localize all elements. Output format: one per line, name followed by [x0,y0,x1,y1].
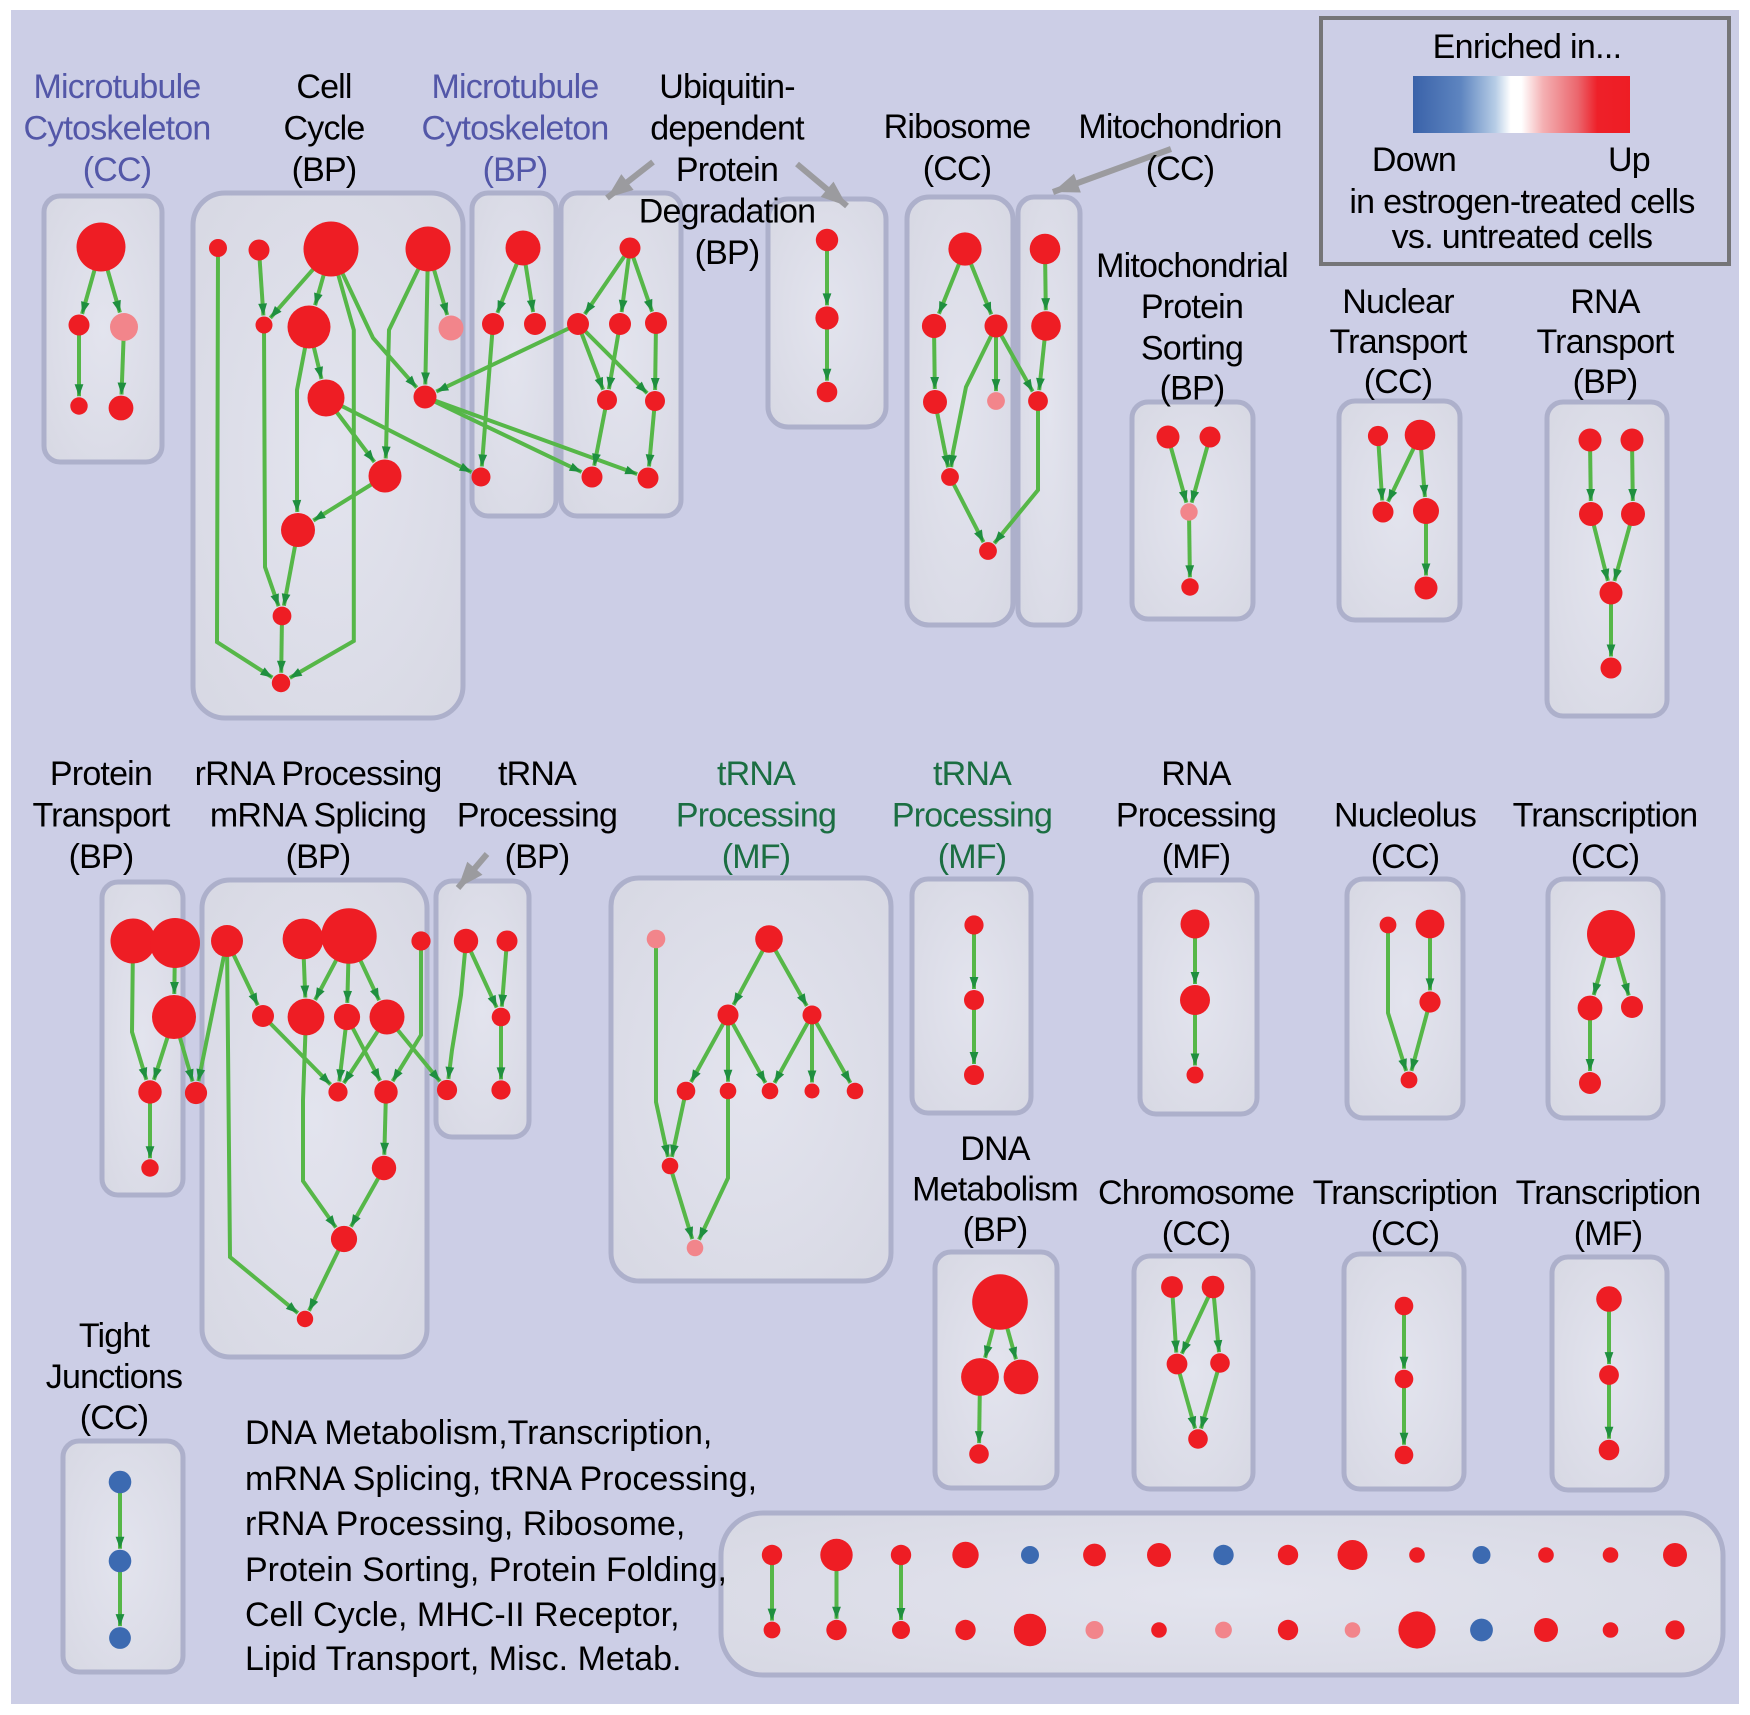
svg-text:Processing: Processing [1116,797,1276,835]
svg-text:Chromosome: Chromosome [1098,1174,1294,1212]
svg-text:Lipid Transport, Misc. Metab.: Lipid Transport, Misc. Metab. [245,1640,682,1678]
svg-text:(MF): (MF) [722,838,791,876]
svg-text:Cell: Cell [296,68,351,106]
svg-text:Processing: Processing [892,797,1052,835]
svg-text:Nuclear: Nuclear [1342,283,1454,321]
svg-text:(CC): (CC) [80,1399,149,1437]
svg-text:Microtubule: Microtubule [432,68,599,106]
svg-text:mRNA Splicing: mRNA Splicing [210,797,426,835]
svg-text:(MF): (MF) [938,838,1007,876]
svg-text:Ubiquitin-: Ubiquitin- [659,68,795,106]
svg-text:Enriched in...: Enriched in... [1433,28,1622,66]
svg-text:tRNA: tRNA [933,755,1012,793]
svg-text:(BP): (BP) [963,1211,1028,1249]
svg-text:Cytoskeleton: Cytoskeleton [24,110,211,148]
svg-text:dependent: dependent [650,110,805,148]
svg-text:in estrogen-treated cells: in estrogen-treated cells [1349,183,1694,221]
svg-text:(BP): (BP) [1573,363,1638,401]
svg-text:Sorting: Sorting [1141,330,1243,368]
svg-text:(BP): (BP) [1160,370,1225,408]
svg-text:Degradation: Degradation [639,193,815,231]
svg-text:tRNA: tRNA [717,755,796,793]
svg-text:RNA: RNA [1161,755,1232,793]
svg-text:Transport: Transport [1329,323,1467,361]
svg-text:Mitochondrial: Mitochondrial [1096,247,1288,285]
svg-text:Cycle: Cycle [283,110,364,148]
svg-text:Transport: Transport [1536,323,1674,361]
svg-text:Down: Down [1372,141,1456,179]
svg-text:Up: Up [1608,141,1650,179]
svg-text:Mitochondrion: Mitochondrion [1078,108,1281,146]
svg-text:(CC): (CC) [83,151,152,189]
svg-text:(CC): (CC) [1364,363,1433,401]
svg-text:rRNA Processing, Ribosome,: rRNA Processing, Ribosome, [245,1505,685,1543]
svg-text:Transcription: Transcription [1313,1174,1498,1212]
svg-text:vs. untreated cells: vs. untreated cells [1392,218,1653,256]
svg-text:Microtubule: Microtubule [34,68,201,106]
svg-text:Transcription: Transcription [1513,797,1698,835]
svg-text:Processing: Processing [457,797,617,835]
svg-text:rRNA Processing: rRNA Processing [195,755,442,793]
svg-text:Transport: Transport [32,797,170,835]
svg-text:(CC): (CC) [1146,150,1215,188]
svg-text:(CC): (CC) [1371,838,1440,876]
svg-text:DNA: DNA [960,1130,1031,1168]
svg-text:(BP): (BP) [292,151,357,189]
svg-text:DNA Metabolism,Transcription,: DNA Metabolism,Transcription, [245,1414,712,1452]
svg-text:(MF): (MF) [1162,838,1231,876]
svg-text:Transcription: Transcription [1516,1174,1701,1212]
svg-text:(BP): (BP) [69,838,134,876]
svg-text:RNA: RNA [1570,283,1641,321]
svg-text:(MF): (MF) [1574,1215,1643,1253]
svg-text:Metabolism: Metabolism [912,1171,1078,1209]
svg-text:(BP): (BP) [505,838,570,876]
svg-text:Ribosome: Ribosome [884,108,1031,146]
svg-text:Junctions: Junctions [46,1358,182,1396]
svg-text:tRNA: tRNA [498,755,577,793]
svg-text:mRNA Splicing, tRNA Processing: mRNA Splicing, tRNA Processing, [245,1460,757,1498]
svg-text:(BP): (BP) [695,234,760,272]
svg-text:Tight: Tight [79,1317,151,1355]
svg-text:Processing: Processing [676,797,836,835]
svg-text:Protein: Protein [676,151,778,189]
svg-text:Protein: Protein [50,755,152,793]
svg-text:Nucleolus: Nucleolus [1334,797,1476,835]
svg-text:(CC): (CC) [923,150,992,188]
svg-text:(CC): (CC) [1371,1215,1440,1253]
svg-text:(CC): (CC) [1162,1215,1231,1253]
svg-text:Protein: Protein [1141,288,1243,326]
svg-text:(CC): (CC) [1571,838,1640,876]
svg-text:Cytoskeleton: Cytoskeleton [422,110,609,148]
svg-text:(BP): (BP) [483,151,548,189]
svg-text:Cell Cycle, MHC-II Receptor,: Cell Cycle, MHC-II Receptor, [245,1596,680,1634]
svg-text:Protein Sorting, Protein Foldi: Protein Sorting, Protein Folding, [245,1551,727,1589]
svg-text:(BP): (BP) [286,838,351,876]
